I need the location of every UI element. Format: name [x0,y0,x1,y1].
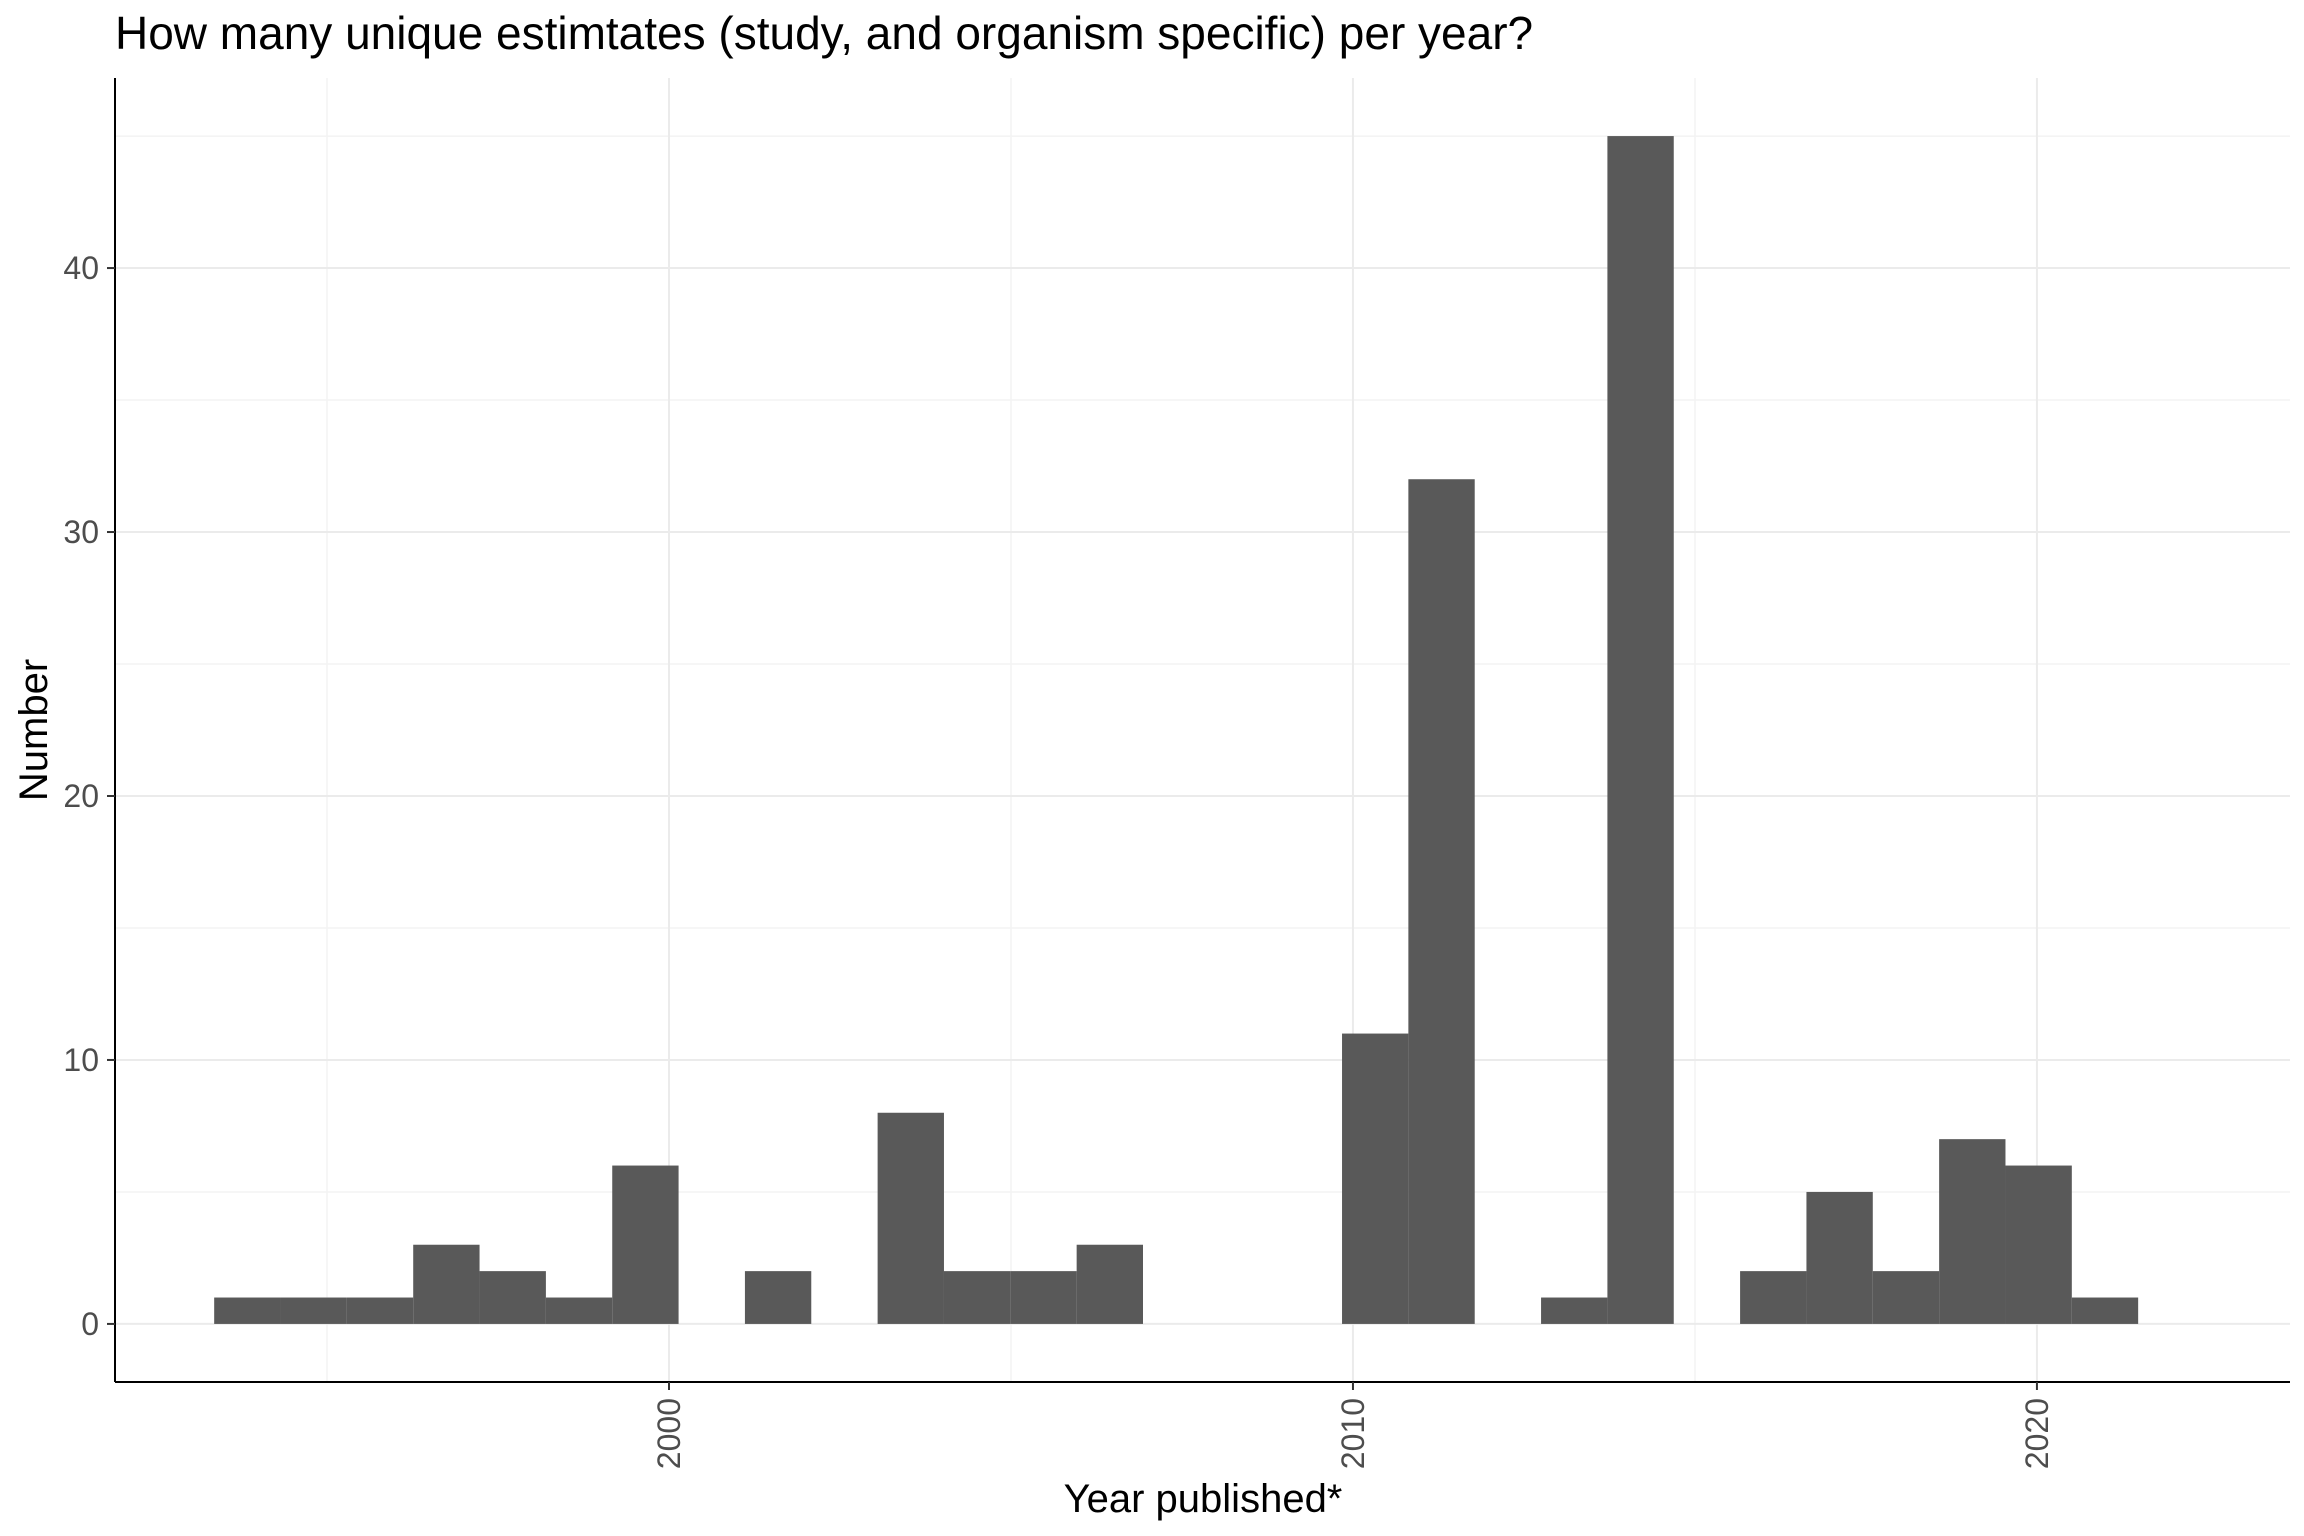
histogram-bar [1010,1271,1077,1324]
chart-title: How many unique estimtates (study, and o… [115,7,1534,59]
histogram-bar [2005,1165,2072,1324]
y-axis-title: Number [12,659,56,801]
histogram-bar [1740,1271,1807,1324]
histogram-bar [1939,1139,2006,1324]
histogram-bar [346,1297,414,1324]
x-tick-label: 2010 [1335,1398,1371,1469]
histogram-bar [1408,479,1475,1324]
histogram-bar [2071,1297,2139,1324]
axes-layer: 0 10 20 30 40 2000 2010 2020 [63,78,2290,1469]
histogram-bar [1076,1244,1143,1324]
histogram-bar [1541,1297,1608,1324]
x-tick-label: 2000 [651,1398,687,1469]
y-tick-label: 0 [81,1306,99,1342]
bars-layer [214,136,2139,1324]
y-tick-label: 10 [63,1042,99,1078]
histogram-bar [479,1271,546,1324]
histogram-bar [1342,1033,1409,1324]
histogram-bar [877,1112,944,1324]
grid-layer [115,78,2290,1382]
y-tick-label: 30 [63,514,99,550]
y-tick-label: 20 [63,778,99,814]
x-tick-label: 2020 [2019,1398,2055,1469]
histogram-bar [280,1297,347,1324]
histogram-bar [545,1297,613,1324]
histogram-bar [1607,136,1674,1324]
histogram-bar [943,1271,1011,1324]
histogram-bar [1872,1271,1940,1324]
histogram-bar [214,1297,281,1324]
histogram-bar [1806,1191,1873,1324]
histogram-bar [612,1165,679,1324]
histogram-bar [413,1244,480,1324]
histogram-bar [744,1271,812,1324]
y-tick-label: 40 [63,250,99,286]
x-axis-title: Year published* [1064,1477,1343,1521]
